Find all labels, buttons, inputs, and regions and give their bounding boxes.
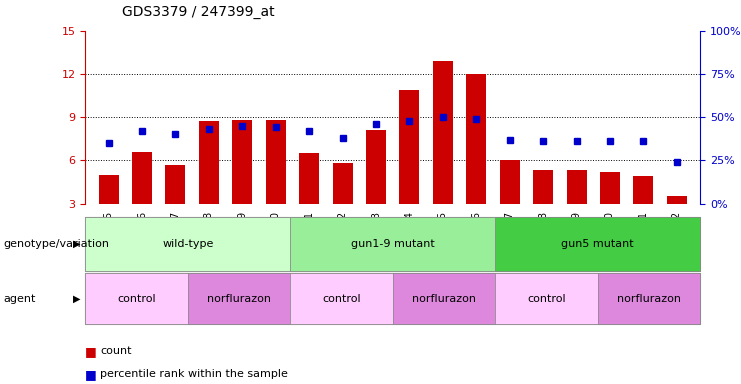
Text: percentile rank within the sample: percentile rank within the sample — [100, 369, 288, 379]
Bar — [132, 152, 152, 204]
Bar — [567, 170, 587, 204]
Bar — [366, 130, 386, 204]
Bar — [433, 61, 453, 204]
Bar — [499, 161, 519, 204]
Bar — [232, 120, 253, 204]
Bar — [466, 74, 486, 204]
Bar — [533, 170, 554, 204]
Text: count: count — [100, 346, 132, 356]
Text: control: control — [527, 293, 566, 304]
Text: control: control — [117, 293, 156, 304]
Text: genotype/variation: genotype/variation — [4, 239, 110, 249]
Text: ■: ■ — [85, 368, 97, 381]
Text: gun1-9 mutant: gun1-9 mutant — [350, 239, 435, 249]
Text: ▶: ▶ — [73, 293, 80, 304]
Bar — [600, 172, 620, 204]
Bar — [266, 120, 286, 204]
Text: control: control — [322, 293, 361, 304]
Bar — [634, 176, 654, 204]
Bar — [399, 90, 419, 204]
Bar — [165, 165, 185, 204]
Text: GDS3379 / 247399_at: GDS3379 / 247399_at — [122, 5, 275, 19]
Text: agent: agent — [4, 293, 36, 304]
Text: norflurazon: norflurazon — [617, 293, 681, 304]
Bar — [333, 163, 353, 204]
Text: norflurazon: norflurazon — [207, 293, 271, 304]
Bar — [99, 175, 119, 204]
Text: ■: ■ — [85, 345, 97, 358]
Text: norflurazon: norflurazon — [412, 293, 476, 304]
Bar — [299, 153, 319, 204]
Bar — [667, 196, 687, 204]
Text: ▶: ▶ — [73, 239, 80, 249]
Bar — [199, 121, 219, 204]
Text: gun5 mutant: gun5 mutant — [562, 239, 634, 249]
Text: wild-type: wild-type — [162, 239, 213, 249]
